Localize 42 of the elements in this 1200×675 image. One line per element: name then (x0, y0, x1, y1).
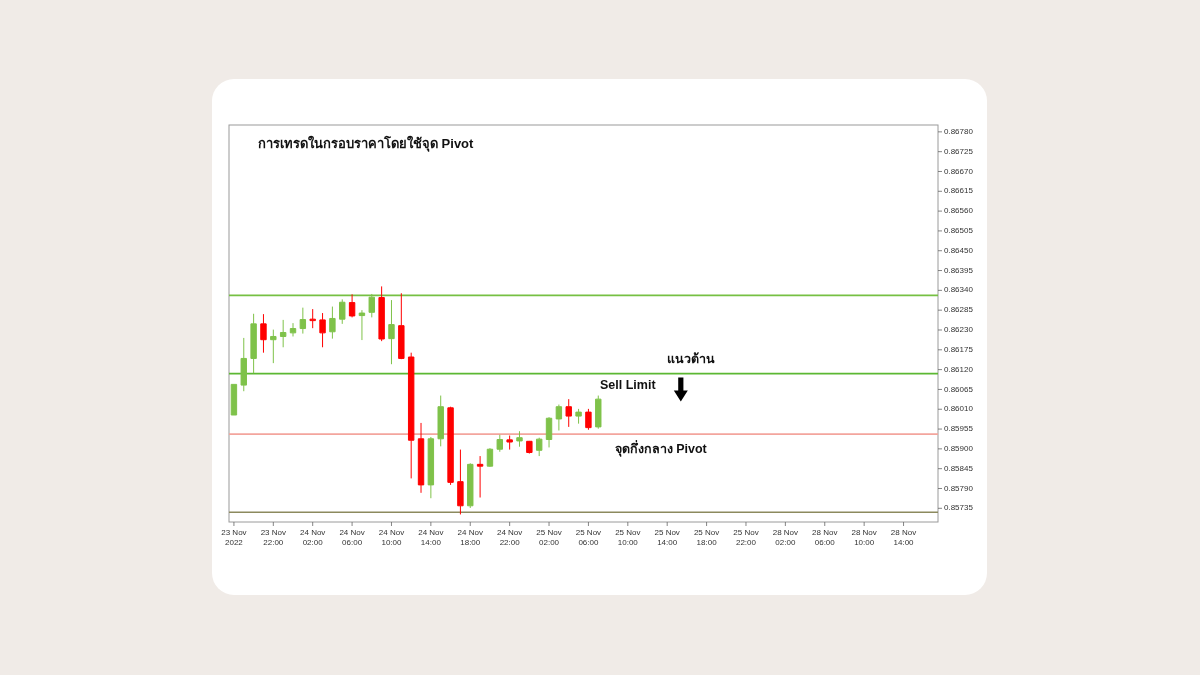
y-tick-label: 0.86725 (944, 146, 973, 156)
y-tick-label: 0.85845 (944, 463, 973, 473)
y-tick-label: 0.86230 (944, 325, 973, 335)
x-tick-label: 25 Nov 22:00 (733, 528, 759, 547)
x-tick-label: 24 Nov 18:00 (457, 528, 483, 547)
x-tick-label: 28 Nov 06:00 (812, 528, 838, 547)
annotation: Sell Limit (600, 377, 656, 392)
y-tick-label: 0.86615 (944, 186, 973, 196)
ref-line-label: แนวต้าน (666, 351, 715, 366)
x-tick-label: 25 Nov 02:00 (536, 528, 562, 547)
x-tick-label: 24 Nov 14:00 (418, 528, 444, 547)
y-tick-label: 0.86780 (944, 126, 973, 136)
x-tick-label: 24 Nov 06:00 (339, 528, 365, 547)
y-tick-label: 0.86010 (944, 404, 973, 414)
x-tick-label: 25 Nov 14:00 (654, 528, 680, 547)
y-tick-label: 0.86395 (944, 265, 973, 275)
y-tick-label: 0.86450 (944, 245, 973, 255)
ref-line-label: จุดกึ่งกลาง Pivot (614, 442, 707, 457)
y-tick-label: 0.86560 (944, 206, 973, 216)
x-tick-label: 25 Nov 06:00 (575, 528, 602, 547)
y-tick-label: 0.86340 (944, 285, 973, 295)
y-tick-label: 0.85955 (944, 424, 973, 434)
y-tick-label: 0.85790 (944, 483, 973, 493)
y-tick-label: 0.86120 (944, 364, 973, 374)
y-tick-label: 0.85900 (944, 444, 973, 453)
y-tick-label: 0.86285 (944, 305, 973, 315)
x-tick-label: 25 Nov 18:00 (693, 528, 720, 547)
x-tick-label: 24 Nov 22:00 (496, 528, 523, 547)
y-tick-label: 0.86175 (944, 344, 973, 354)
x-tick-label: 25 Nov 10:00 (615, 528, 641, 547)
y-tick-label: 0.85735 (944, 503, 973, 513)
title: การเทรดในกรอบราคาโดยใช้จุด Pivot (258, 136, 474, 151)
x-tick-label: 28 Nov 10:00 (851, 528, 877, 547)
x-tick-label: 24 Nov 02:00 (300, 528, 326, 547)
y-tick-label: 0.86670 (944, 166, 973, 176)
y-tick-label: 0.86065 (944, 384, 973, 394)
x-tick-label: 23 Nov 2022 (221, 528, 247, 547)
x-tick-label: 24 Nov 10:00 (378, 528, 405, 547)
x-tick-label: 28 Nov 02:00 (772, 528, 799, 547)
x-tick-label: 28 Nov 14:00 (890, 528, 917, 547)
x-tick-label: 23 Nov 22:00 (260, 528, 286, 547)
y-tick-label: 0.86505 (944, 226, 973, 235)
